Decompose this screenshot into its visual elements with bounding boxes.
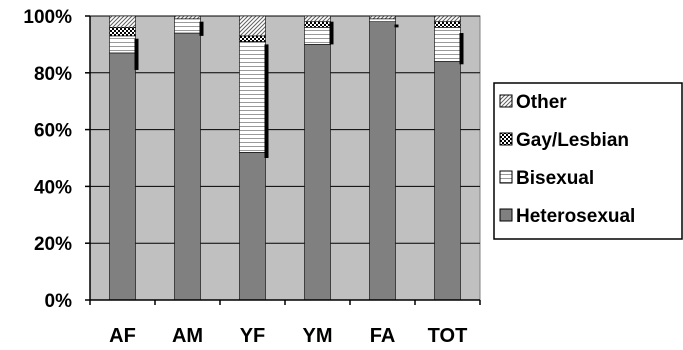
legend: Other Gay/Lesbian Bisexual Heterosexual bbox=[493, 82, 683, 240]
bar-segment-gay-lesbian-af bbox=[109, 27, 136, 37]
bar-segment-heterosexual-yf bbox=[239, 152, 266, 301]
legend-label-bisexual: Bisexual bbox=[516, 168, 594, 189]
x-tick-label-tot: TOT bbox=[428, 325, 468, 347]
bar-segment-other-ym bbox=[304, 15, 331, 22]
bar-segment-other-fa bbox=[369, 15, 396, 20]
legend-label-gay-lesbian: Gay/Lesbian bbox=[516, 130, 629, 151]
legend-swatch-heterosexual bbox=[499, 208, 513, 222]
y-tick-label: 0% bbox=[45, 291, 73, 312]
y-tick-label: 80% bbox=[34, 64, 72, 85]
legend-swatch-gay-lesbian bbox=[499, 132, 513, 146]
y-tick-label: 60% bbox=[34, 121, 72, 142]
legend-swatch-bisexual bbox=[499, 170, 513, 184]
bar-segment-heterosexual-fa bbox=[369, 21, 396, 301]
bars bbox=[109, 15, 461, 301]
error-bar-af bbox=[134, 38, 139, 70]
bar-segment-bisexual-tot bbox=[434, 27, 461, 62]
bar-segment-bisexual-am bbox=[174, 18, 201, 34]
bar-segment-bisexual-yf bbox=[239, 41, 266, 153]
bar-segment-heterosexual-am bbox=[174, 32, 201, 301]
axes bbox=[85, 15, 481, 305]
bar-segment-bisexual-fa bbox=[369, 18, 396, 22]
bar-segment-other-yf bbox=[239, 15, 266, 37]
x-tick-label-fa: FA bbox=[370, 325, 396, 347]
bar-segment-gay-lesbian-yf bbox=[239, 35, 266, 42]
plot-area bbox=[89, 15, 481, 301]
y-tick-label: 20% bbox=[34, 234, 72, 255]
bar-segment-heterosexual-ym bbox=[304, 44, 331, 301]
x-tick-label-am: AM bbox=[172, 325, 203, 347]
bar-segment-bisexual-ym bbox=[304, 27, 331, 45]
legend-box bbox=[493, 82, 683, 240]
x-tick-label-ym: YM bbox=[303, 325, 333, 347]
error-bar-yf bbox=[264, 44, 269, 158]
error-bar-ym bbox=[329, 21, 334, 45]
legend-swatch-other bbox=[499, 94, 513, 108]
bar-segment-bisexual-af bbox=[109, 35, 136, 54]
x-tick-labels: AF AM YF YM FA TOT bbox=[109, 325, 467, 347]
x-tick-label-af: AF bbox=[109, 325, 136, 347]
error-bars bbox=[134, 21, 464, 158]
x-tick-label-yf: YF bbox=[240, 325, 266, 347]
bar-segment-gay-lesbian-tot bbox=[434, 21, 461, 28]
bar-segment-other-am bbox=[174, 15, 201, 20]
gridlines bbox=[90, 15, 480, 244]
bar-segment-other-af bbox=[109, 15, 136, 28]
bar-segment-heterosexual-tot bbox=[434, 61, 461, 301]
bar-segment-other-tot bbox=[434, 15, 461, 22]
y-tick-label: 100% bbox=[23, 7, 72, 28]
legend-label-other: Other bbox=[516, 92, 567, 113]
bar-segment-gay-lesbian-ym bbox=[304, 21, 331, 28]
error-bar-fa bbox=[394, 24, 399, 28]
error-bar-am bbox=[199, 21, 204, 36]
y-tick-label: 40% bbox=[34, 177, 72, 198]
legend-label-heterosexual: Heterosexual bbox=[516, 206, 635, 227]
bar-segment-heterosexual-af bbox=[109, 52, 136, 301]
y-tick-labels: 0% 20% 40% 60% 80% 100% bbox=[23, 7, 72, 312]
error-bar-tot bbox=[459, 33, 464, 65]
